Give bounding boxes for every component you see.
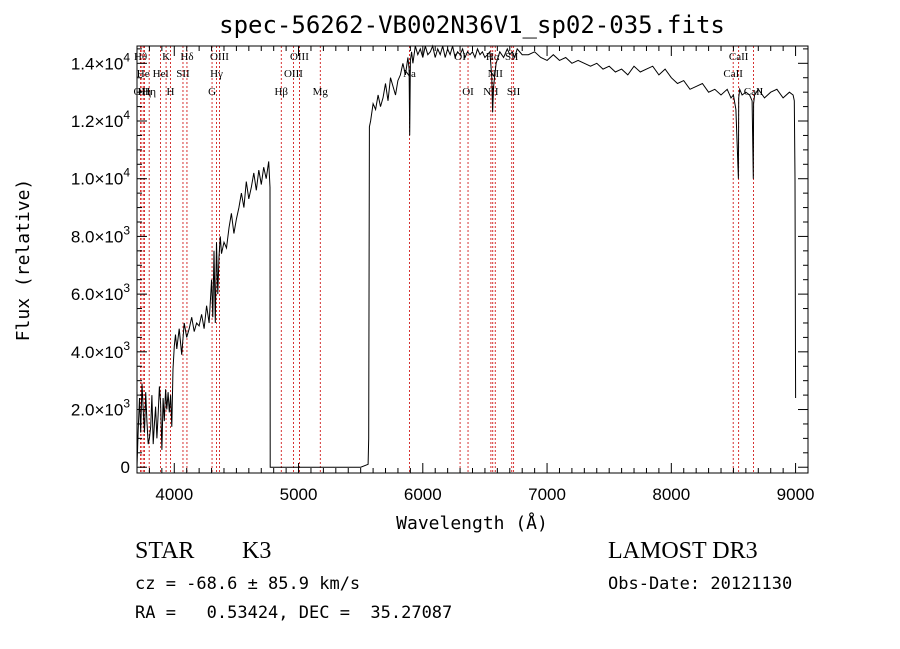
- y-tick-label: 1.4×104: [71, 50, 130, 73]
- line-label: OIII: [290, 51, 309, 63]
- line-label: SII: [176, 68, 190, 80]
- x-tick-label: 8000: [652, 485, 690, 504]
- y-tick-label: 6.0×103: [71, 281, 130, 304]
- y-tick-label: 0: [121, 458, 130, 477]
- y-tick-exponent: 4: [123, 50, 130, 64]
- y-tick-base: 1.4×10: [71, 54, 123, 73]
- line-label: Hβ: [274, 86, 288, 98]
- line-label: Mg: [313, 86, 329, 98]
- line-label: Hδ: [180, 51, 193, 63]
- line-label: Hη: [138, 86, 152, 98]
- line-label: He: [137, 68, 150, 80]
- line-annotations: HθOIIHeHηHηHelKHSIIHδGHγOIIIHβOIIIOIIIMg…: [133, 46, 764, 473]
- y-tick-label: 4.0×103: [71, 339, 130, 362]
- line-label: CaII: [729, 51, 749, 63]
- line-label: G: [208, 86, 216, 98]
- x-tick-label: 6000: [404, 485, 442, 504]
- line-label: NII: [483, 86, 499, 98]
- y-tick-exponent: 4: [123, 108, 130, 122]
- star-class: STAR: [135, 538, 195, 564]
- y-tick-base: 6.0×10: [71, 285, 123, 304]
- line-label: SII: [507, 86, 521, 98]
- y-tick-label: 1.0×104: [71, 166, 130, 189]
- y-tick-exponent: 3: [123, 281, 130, 295]
- line-label: OI: [462, 86, 474, 98]
- y-tick-exponent: 3: [123, 339, 130, 353]
- line-label: OIII: [284, 68, 303, 80]
- x-axis-label: Wavelength (Å): [396, 512, 548, 534]
- y-tick-base: 2.0×10: [71, 401, 123, 420]
- y-tick-label: 8.0×103: [71, 223, 130, 246]
- y-tick-label: 1.2×104: [71, 108, 130, 131]
- x-tick-label: 9000: [777, 485, 815, 504]
- plot-frame: [136, 45, 809, 474]
- x-tick-label: 7000: [528, 485, 566, 504]
- survey-name: LAMOST DR3: [608, 538, 758, 564]
- line-label: Hα: [486, 51, 500, 63]
- y-axis-label: Flux (relative): [13, 179, 34, 342]
- y-tick-exponent: 4: [123, 166, 130, 180]
- y-tick-exponent: 3: [123, 223, 130, 237]
- y-axis: 02.0×1034.0×1036.0×1038.0×1031.0×1041.2×…: [71, 48, 808, 477]
- y-tick-base: 8.0×10: [71, 227, 123, 246]
- spectrum-line: [136, 44, 797, 468]
- line-label: CaII: [723, 68, 743, 80]
- y-tick-base: 1.0×10: [71, 170, 123, 189]
- chart-title: spec-56262-VB002N36V1_sp02-035.fits: [219, 11, 725, 39]
- y-tick-base: 4.0×10: [71, 343, 123, 362]
- y-tick-base: 0: [121, 458, 130, 477]
- line-label: Hη: [142, 86, 156, 98]
- obs-date: Obs-Date: 20121130: [608, 574, 793, 594]
- line-label: OI: [454, 51, 466, 63]
- x-tick-label: 4000: [155, 485, 193, 504]
- x-axis: 4000 5000 6000 7000 8000 9000: [136, 46, 815, 504]
- redshift-cz: cz = -68.6 ± 85.9 km/s: [135, 574, 361, 594]
- line-label: OIII: [210, 51, 229, 63]
- y-tick-label: 2.0×103: [71, 397, 130, 420]
- line-label: K: [162, 51, 170, 63]
- x-tick-label: 5000: [280, 485, 318, 504]
- line-label: Hγ: [210, 68, 223, 80]
- y-tick-exponent: 3: [123, 397, 130, 411]
- star-subclass: K3: [242, 538, 272, 564]
- coordinates: RA = 0.53424, DEC = 35.27087: [135, 603, 453, 623]
- line-label: H: [166, 86, 174, 98]
- line-label: Hel: [153, 68, 169, 80]
- y-tick-base: 1.2×10: [71, 112, 123, 131]
- line-label: Hθ: [134, 51, 147, 63]
